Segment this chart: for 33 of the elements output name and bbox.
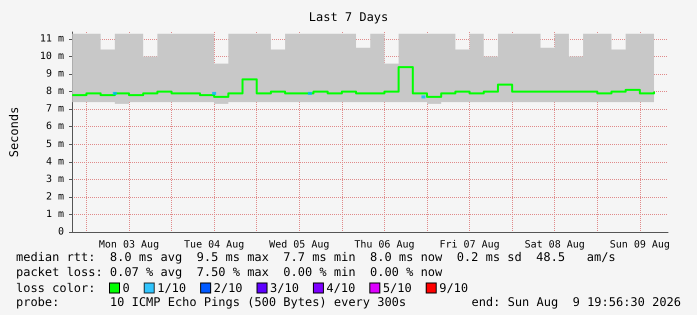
legend-title: loss color:	[16, 281, 96, 295]
legend-label: 0	[122, 281, 130, 295]
legend-label: 3/10	[270, 281, 299, 295]
x-tick-label: Mon 03 Aug	[98, 240, 160, 250]
y-tick-label: 2 m	[46, 191, 64, 202]
y-tick-label: 5 m	[46, 138, 64, 150]
x-tick-label: Sat 08 Aug	[524, 240, 585, 250]
text: end: Sun Aug 9 19:56:30 2026	[471, 295, 681, 309]
x-tick-label: Fri 07 Aug	[439, 240, 500, 250]
y-tick-label: 1 m	[46, 208, 64, 220]
y-tick-label: 7 m	[46, 104, 64, 115]
chart-title: Last 7 Days	[308, 10, 388, 24]
x-tick-label: Thu 06 Aug	[354, 240, 415, 250]
legend-label: 9/10	[439, 281, 468, 295]
x-tick-label: Sun 09 Aug	[610, 240, 670, 250]
y-tick-label: 10 m	[40, 51, 64, 62]
y-tick-label: 4 m	[46, 156, 64, 168]
x-tick-label: Tue 04 Aug	[184, 240, 244, 250]
y-tick-label: 11 m	[40, 34, 64, 45]
y-tick-label: 9 m	[46, 68, 64, 80]
legend-label: 4/10	[326, 281, 356, 295]
y-tick-label: 8 m	[46, 86, 64, 98]
y-tick-label: 3 m	[46, 174, 64, 185]
x-tick-label: Wed 05 Aug	[269, 240, 330, 250]
legend-label: 5/10	[382, 281, 412, 295]
text: packet loss: 0.07 % avg 7.50 % max 0.00 % min 0.00 % now	[16, 265, 444, 279]
y-tick-label: 6 m	[46, 121, 64, 132]
legend-label: 2/10	[214, 281, 243, 295]
legend-label: 1/10	[157, 281, 186, 295]
y-tick-label: 0	[58, 226, 64, 238]
text: median rtt: 8.0 ms avg 9.5 ms max 7.7 ms min 8.0 ms now 0.2 ms sd 48.5 am/s	[16, 250, 616, 264]
text: probe: 10 ICMP Echo Pings (500 Bytes) every 300s	[16, 295, 406, 309]
y-axis-title: Seconds	[7, 106, 21, 158]
